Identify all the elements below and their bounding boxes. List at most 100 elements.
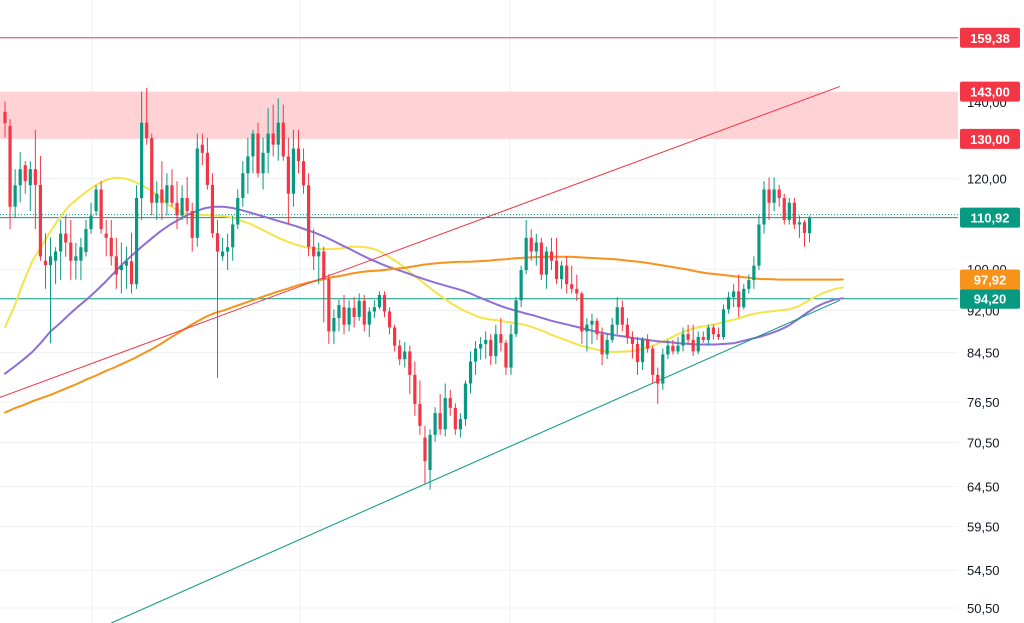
candle-40 [205, 137, 209, 190]
candle-body [570, 284, 574, 289]
candle-133 [676, 337, 680, 355]
candle-body [438, 413, 442, 430]
candle-33 [170, 169, 174, 207]
candle-80 [408, 345, 412, 395]
candle-body [752, 265, 756, 281]
candle-body [666, 345, 670, 355]
candle-body [671, 345, 675, 352]
price-tag-box [960, 288, 1020, 309]
price-tag-label: 143,00 [970, 85, 1010, 100]
candle-125 [635, 337, 640, 375]
price-tag-3: 94,20 [960, 288, 1020, 309]
candle-53 [271, 104, 275, 157]
candle-body [782, 198, 786, 220]
candle-body [69, 242, 73, 261]
candle-104 [529, 229, 533, 261]
candle-body [453, 407, 457, 430]
candle-119 [605, 334, 609, 360]
moving-averages [4, 176, 844, 414]
candle-body [327, 279, 331, 332]
candle-body [387, 311, 392, 328]
candle-body [787, 202, 791, 220]
candle-97 [494, 324, 498, 364]
candle-24 [124, 246, 129, 289]
price-tag-box [960, 128, 1020, 149]
candle-115 [585, 318, 589, 352]
candle-body [246, 156, 250, 174]
candle-body [737, 291, 741, 308]
candle-body [575, 288, 579, 294]
candle-body [423, 437, 427, 462]
candle-20 [104, 219, 108, 257]
candle-body [160, 189, 164, 203]
candle-76 [387, 307, 392, 335]
candle-1 [8, 119, 12, 230]
candle-body [792, 202, 796, 225]
candle-153 [777, 184, 781, 207]
candle-body [145, 122, 149, 139]
price-tag-4: 110,92 [960, 207, 1020, 228]
candle-body [59, 233, 63, 252]
candle-body [367, 311, 371, 325]
candle-21 [109, 219, 113, 266]
candle-38 [195, 133, 199, 247]
candle-113 [575, 274, 579, 301]
price-tag-box [960, 81, 1020, 102]
axis-tick-label-6: 70,50 [967, 436, 1000, 451]
candle-body [276, 122, 280, 145]
candle-body [807, 217, 812, 234]
candle-59 [301, 148, 306, 194]
candle-27 [140, 91, 144, 220]
candle-92 [468, 351, 473, 394]
candle-45 [231, 215, 235, 261]
candle-body [802, 222, 807, 234]
candle-body [342, 307, 346, 325]
candle-body [635, 343, 640, 363]
candle-130 [661, 348, 665, 390]
candle-body [372, 307, 376, 312]
candle-91 [463, 380, 468, 426]
candle-body [155, 193, 159, 203]
candle-body [175, 202, 179, 216]
candle-body [499, 334, 503, 343]
candle-75 [382, 291, 387, 317]
candle-11 [59, 219, 63, 281]
candle-56 [286, 137, 290, 225]
candle-body [170, 185, 174, 203]
candle-135 [686, 324, 690, 344]
candle-12 [64, 215, 68, 257]
candle-112 [570, 265, 574, 294]
candle-body [479, 343, 483, 349]
candle-body [307, 185, 311, 247]
candle-body [205, 152, 209, 185]
candle-69 [352, 297, 356, 328]
candle-105 [534, 233, 538, 266]
candle-body [767, 189, 771, 203]
candle-107 [544, 246, 549, 289]
candle-87 [443, 383, 447, 437]
candle-body [43, 260, 48, 266]
candle-114 [580, 291, 584, 344]
candle-body [347, 307, 351, 325]
moving-average-line-0 [4, 176, 844, 353]
candle-body [696, 337, 700, 352]
candle-body [433, 413, 437, 435]
candle-4 [23, 161, 27, 194]
candle-61 [312, 229, 316, 271]
price-tag-label: 97,92 [974, 273, 1007, 288]
candle-body [489, 339, 493, 357]
candle-body [185, 198, 189, 212]
candle-body [646, 339, 650, 349]
candle-10 [54, 247, 58, 285]
candle-body [484, 339, 488, 344]
candle-body [312, 246, 316, 257]
candle-49 [251, 129, 255, 174]
price-axis[interactable] [958, 0, 1024, 623]
candle-57 [291, 129, 296, 207]
candle-3 [18, 152, 22, 203]
candle-body [732, 291, 736, 298]
candle-8 [43, 233, 48, 289]
candle-78 [398, 339, 402, 366]
